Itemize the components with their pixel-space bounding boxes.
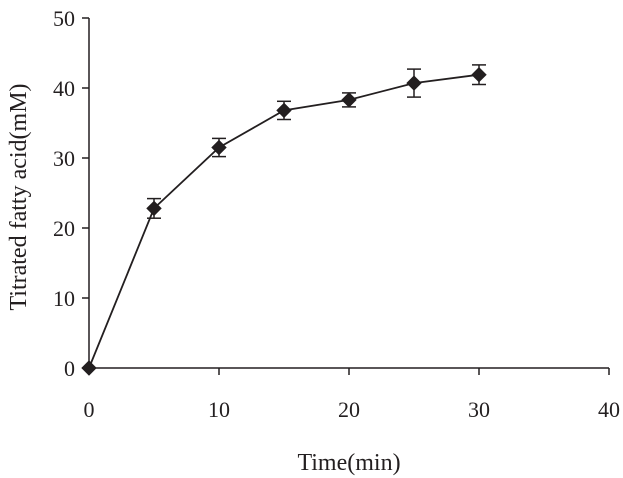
data-point-marker xyxy=(341,92,357,108)
x-tick-label: 10 xyxy=(208,397,230,422)
y-tick-label: 50 xyxy=(53,6,75,31)
axes xyxy=(88,18,609,369)
data-point-marker xyxy=(81,360,97,376)
series-layer xyxy=(81,64,487,376)
y-tick-label: 10 xyxy=(53,286,75,311)
data-point-marker xyxy=(471,66,487,83)
x-axis-title: Time(min) xyxy=(297,450,400,476)
x-ticks: 0 10 20 30 40 xyxy=(84,368,620,422)
x-tick-label: 40 xyxy=(598,397,620,422)
y-ticks: 0 10 20 30 40 50 xyxy=(53,6,89,381)
data-point-marker xyxy=(276,102,292,119)
y-tick-label: 40 xyxy=(53,76,75,101)
data-point-marker xyxy=(146,200,162,217)
data-point-marker xyxy=(211,139,227,156)
y-axis-title: Titrated fatty acid(mM) xyxy=(6,83,32,310)
data-point-marker xyxy=(406,75,422,91)
x-tick-label: 0 xyxy=(84,397,95,422)
x-tick-label: 30 xyxy=(468,397,490,422)
x-tick-label: 20 xyxy=(338,397,360,422)
y-tick-label: 20 xyxy=(53,216,75,241)
y-tick-label: 30 xyxy=(53,146,75,171)
y-tick-label: 0 xyxy=(64,356,75,381)
